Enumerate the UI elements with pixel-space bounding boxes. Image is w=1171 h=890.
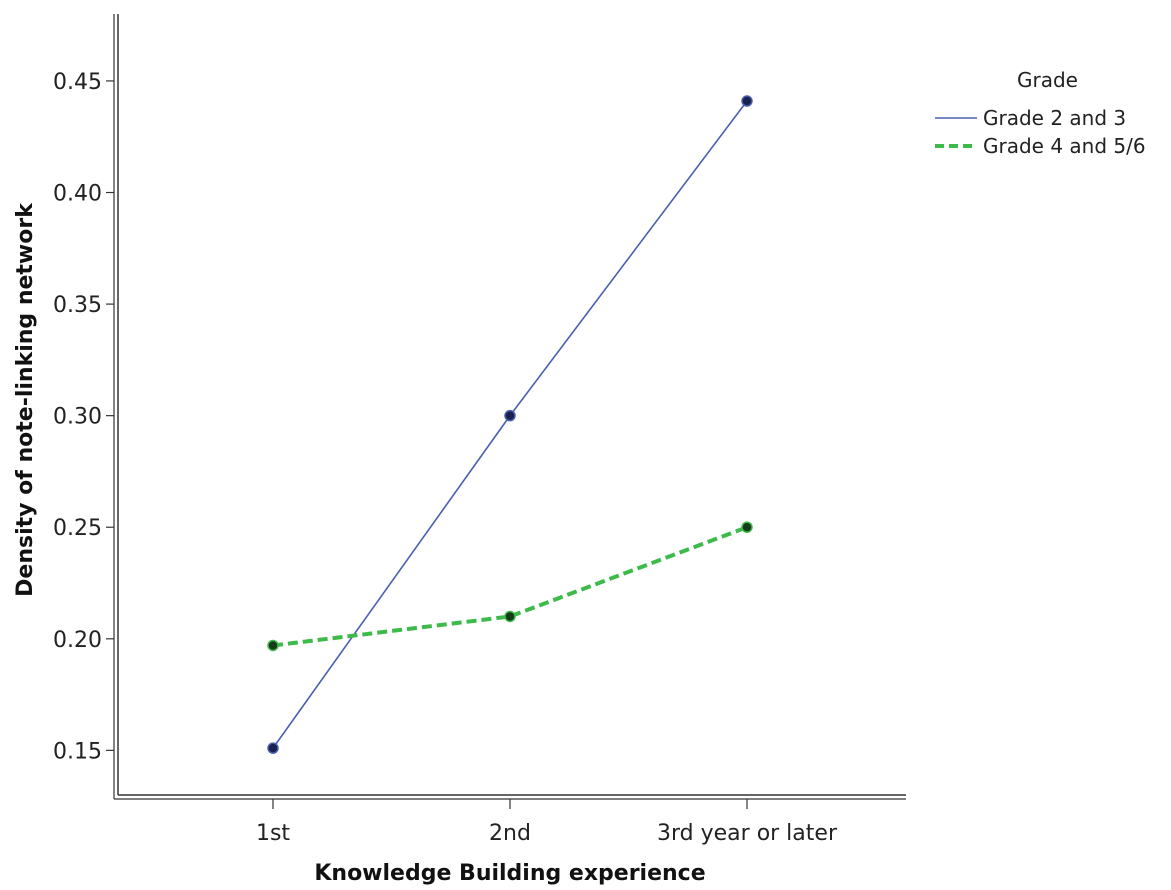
legend-items: Grade 2 and 3 Grade 4 and 5/6 bbox=[935, 106, 1146, 158]
x-tick-label: 2nd bbox=[489, 821, 531, 846]
x-axis-title: Knowledge Building experience bbox=[314, 861, 705, 886]
legend: Grade Grade 2 and 3 Grade 4 and 5/6 bbox=[935, 68, 1146, 158]
y-tick-label: 0.30 bbox=[53, 405, 102, 430]
legend-title: Grade bbox=[1017, 68, 1078, 92]
axes bbox=[113, 14, 906, 800]
legend-label-1: Grade 2 and 3 bbox=[983, 106, 1126, 130]
y-tick-label: 0.35 bbox=[53, 293, 102, 318]
data-point bbox=[741, 521, 753, 533]
y-tick-label: 0.40 bbox=[53, 182, 102, 207]
data-point bbox=[267, 639, 279, 652]
x-tick-label: 3rd year or later bbox=[657, 821, 838, 846]
series-layer bbox=[267, 95, 753, 754]
y-tick-label: 0.20 bbox=[53, 628, 102, 653]
series-line-2 bbox=[272, 525, 748, 648]
data-point bbox=[504, 409, 516, 422]
data-point bbox=[741, 95, 753, 107]
y-tick-label: 0.25 bbox=[53, 516, 102, 541]
x-tick-label: 1st bbox=[256, 821, 290, 846]
legend-label-2: Grade 4 and 5/6 bbox=[983, 134, 1146, 158]
y-tick-label: 0.45 bbox=[53, 70, 102, 95]
data-point bbox=[267, 742, 279, 754]
y-axis-title: Density of note-linking network bbox=[13, 202, 38, 597]
y-axis-ticks: 0.15 0.20 0.25 0.30 0.35 0.40 0.45 bbox=[53, 70, 114, 764]
x-axis-ticks: 1st 2nd 3rd year or later bbox=[256, 799, 838, 846]
data-point bbox=[504, 610, 516, 623]
series-line-1 bbox=[272, 100, 748, 749]
y-tick-label: 0.15 bbox=[53, 739, 102, 764]
